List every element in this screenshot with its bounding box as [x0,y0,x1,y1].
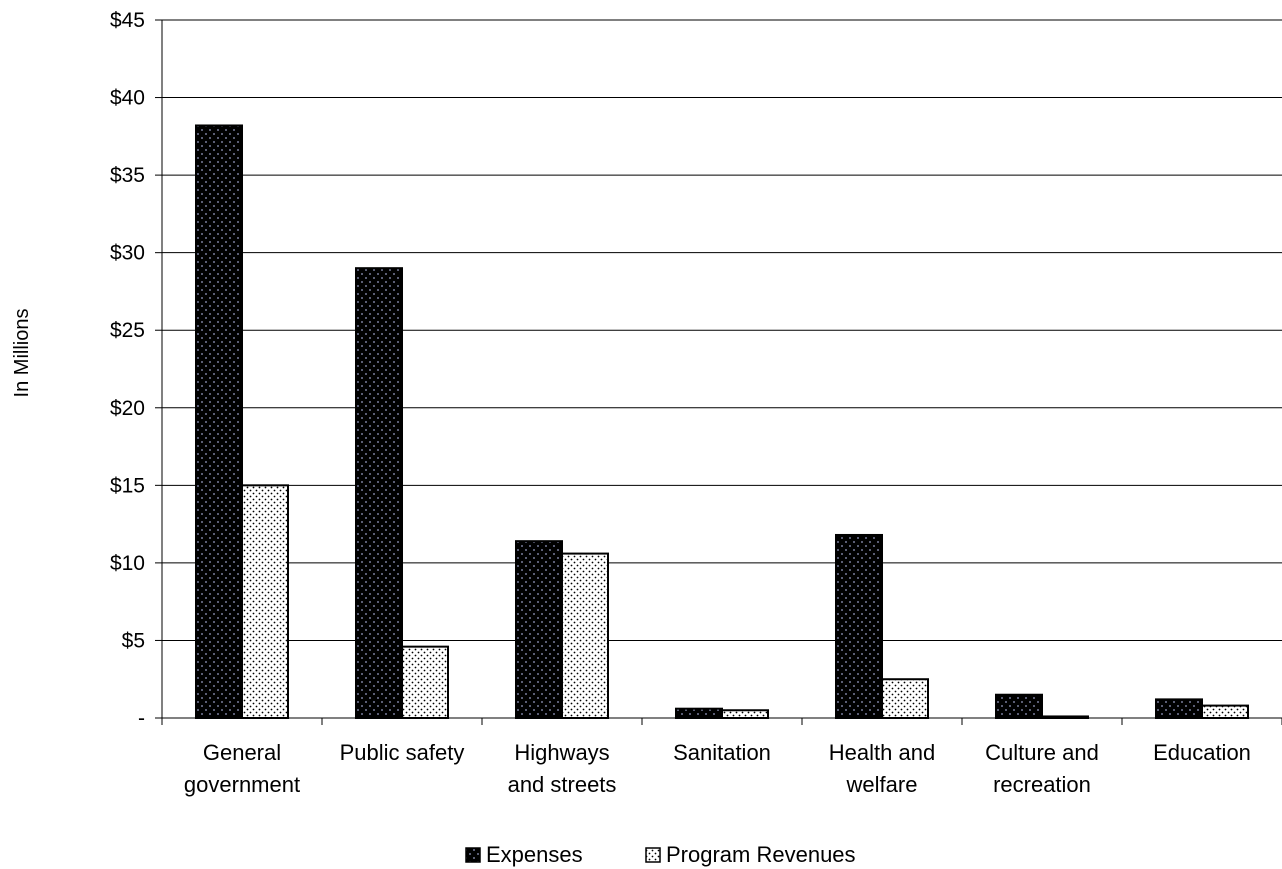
expenses-bar [995,693,1043,720]
expenses-bar [835,533,883,719]
x-category-label: government [184,772,300,797]
y-tick-label: $45 [110,9,145,32]
legend-label-expenses: Expenses [486,842,583,867]
legend-label-program-revenues: Program Revenues [666,842,856,867]
y-axis-title: In Millions [11,309,33,398]
x-category-label: Public safety [340,740,465,765]
y-tick-label: $30 [110,242,145,265]
x-category-label: recreation [993,772,1091,797]
expenses-bar [675,707,723,720]
y-tick-label: $20 [110,397,145,420]
expenses-bar [355,267,403,719]
x-category-label: Sanitation [673,740,771,765]
expenses-bar [515,540,563,719]
program-revenues-bar [561,552,609,719]
legend: Expenses Program Revenues [465,842,856,867]
y-tick-label: $10 [110,552,145,575]
x-category-label: welfare [846,772,918,797]
y-axis: - $5 $10 $15 $20 $25 $30 $35 $40 $45 [110,9,163,730]
program-revenues-bar [401,645,449,719]
expenses-bar [195,124,243,719]
y-tick-label: $35 [110,164,145,187]
expenses-bar [1155,698,1203,719]
gridlines [162,19,1282,641]
program-revenues-bar [1201,704,1249,720]
x-category-label: Highways [514,740,609,765]
y-tick-label: $40 [110,87,145,110]
x-category-label: Education [1153,740,1251,765]
program-revenues-bar [1041,715,1089,720]
legend-swatch-program-revenues [645,847,661,863]
y-tick-label: $15 [110,474,145,497]
bars [195,124,1249,720]
y-tick-label: - [138,707,145,730]
y-tick-label: $5 [122,629,145,652]
x-category-label: General [203,740,281,765]
y-tick-label: $25 [110,319,145,342]
legend-swatch-expenses [465,847,481,863]
x-category-label: Health and [829,740,935,765]
program-revenues-bar [881,678,929,720]
x-category-label: Culture and [985,740,1099,765]
x-axis: General government Public safety Highways an… [161,717,1282,797]
x-category-label: and streets [508,772,617,797]
program-revenues-bar [241,484,289,720]
program-revenues-bar [721,709,769,720]
